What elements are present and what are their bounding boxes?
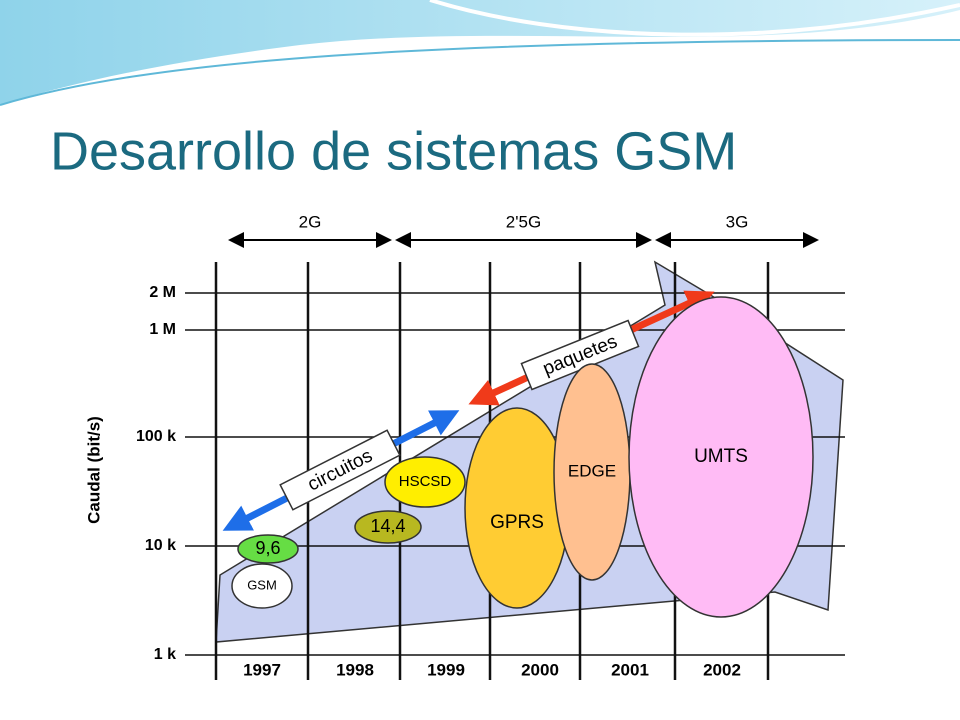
system-ellipse	[464, 407, 570, 609]
system-ellipse	[231, 563, 293, 609]
system-label: GSM	[247, 577, 277, 592]
system-ellipse	[354, 510, 422, 544]
rate-label: 1 M	[149, 321, 176, 338]
system-label: HSCSD	[399, 473, 452, 490]
system-label: EDGE	[568, 461, 616, 480]
year-label: 1999	[427, 660, 465, 679]
rate-label: 1 k	[154, 646, 176, 663]
system-ellipse	[237, 534, 299, 564]
year-label: 1997	[243, 660, 281, 679]
arrow-tag-box	[279, 429, 401, 511]
rate-label: 100 k	[136, 428, 176, 445]
system-ellipse	[628, 296, 814, 618]
rate-label: 2 M	[149, 284, 176, 301]
year-label: 2002	[703, 660, 741, 679]
year-label: 2000	[521, 660, 559, 679]
rate-label: 10 k	[145, 537, 176, 554]
slide-title: Desarrollo de sistemas GSM	[50, 121, 737, 181]
system-label: 9,6	[255, 538, 280, 558]
system-ellipse	[384, 456, 466, 508]
banner	[0, 0, 960, 106]
era-label: 2'5G	[506, 212, 541, 231]
system-label: UMTS	[694, 446, 748, 467]
era-label: 2G	[299, 212, 322, 231]
system-label: 14,4	[370, 516, 405, 536]
year-label: 2001	[611, 660, 649, 679]
era-label: 3G	[726, 212, 749, 231]
year-label: 1998	[336, 660, 374, 679]
system-label: GPRS	[490, 512, 544, 533]
axis-label: Caudal (bit/s)	[84, 416, 103, 524]
